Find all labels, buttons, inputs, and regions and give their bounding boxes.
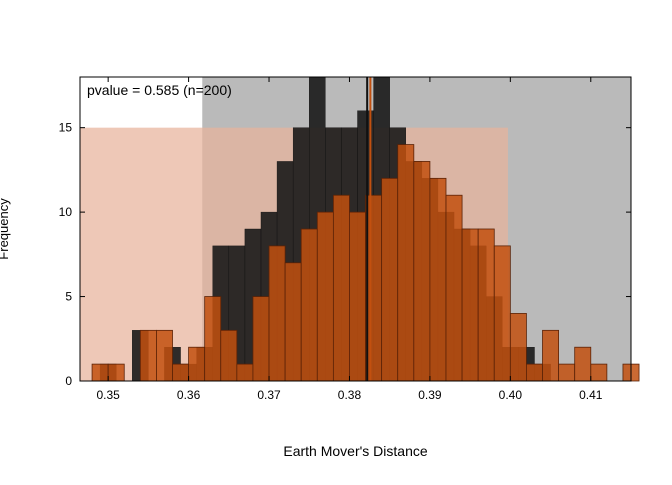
foreground-bar-23 [461,228,479,382]
foreground-bar-5 [172,363,189,382]
foreground-bar-22 [445,194,463,382]
y-axis-label: Frequency [0,198,11,260]
y-tick-label-2: 5 [65,290,72,304]
foreground-bar-8 [220,329,238,382]
foreground-bar-19 [397,144,415,382]
foreground-bar-31 [590,363,608,382]
foreground-bar-16 [349,211,366,382]
foreground-bar-10 [252,296,270,382]
axes-layer: 0.35 0.36 0.37 0.38 0.39 0.40 0.41 0 5 10 15 [59,77,631,402]
foreground-bar-12 [284,262,302,382]
x-tick-label-6: 0.40 [499,388,523,402]
plot-frame [79,76,632,382]
foreground-bar-25 [493,245,511,382]
foreground-bar-9 [236,363,254,382]
foreground-bar-15 [332,194,350,382]
foreground-bar-30 [574,346,592,382]
foreground-bar-26 [509,313,527,382]
x-tick-label-5: 0.39 [418,388,442,402]
foreground-bar-29 [558,363,576,382]
x-tick-label-3: 0.37 [257,388,281,402]
y-tick-label-1: 0 [65,374,72,388]
foreground-bar-27 [526,363,543,382]
foreground-bar-4 [156,329,173,382]
foreground-bar-24 [477,228,495,382]
y-tick-label-4: 15 [59,121,73,135]
foreground-bar-28 [542,329,560,382]
vertical-lines-layer [366,77,372,381]
foreground-bar-1 [91,363,109,382]
x-tick-label-4: 0.38 [338,388,362,402]
x-axis-label: Earth Mover's Distance [283,443,427,459]
foreground-bar-3 [139,329,157,382]
foreground-bar-2 [107,363,125,382]
y-tick-label-3: 10 [59,205,73,219]
foreground-bar-21 [429,177,447,382]
pvalue-annotation: pvalue = 0.585 (n=200) [87,82,232,98]
foreground-bar-14 [316,211,334,382]
x-tick-label-7: 0.41 [579,388,603,402]
foreground-bar-13 [300,228,318,382]
foreground-bar-6 [188,346,206,382]
foreground-bar-7 [204,296,222,382]
foreground-bar-11 [268,245,286,382]
foreground-bar-20 [413,161,431,382]
x-tick-label-2: 0.36 [177,388,201,402]
x-tick-label-1: 0.35 [96,388,120,402]
foreground-bar-18 [381,177,399,382]
